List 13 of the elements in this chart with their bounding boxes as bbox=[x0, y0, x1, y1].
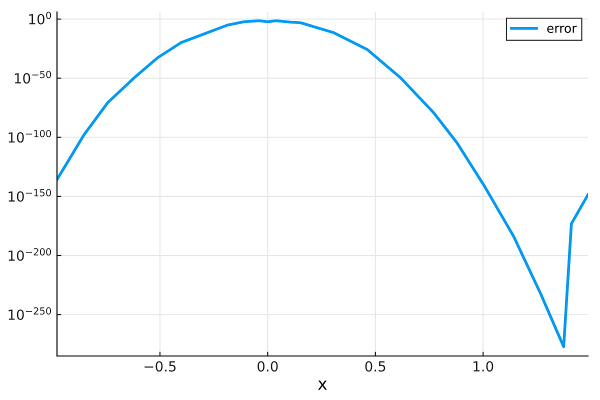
x-tick-label: 0.5 bbox=[365, 361, 386, 372]
y-tick-label: 10$^{−250}$ bbox=[8, 307, 51, 320]
y-tick-label: 10$^{0}$ bbox=[29, 12, 52, 24]
y-tick-label: 10$^{−200}$ bbox=[8, 248, 51, 261]
y-tick-label: 10$^{−50}$ bbox=[14, 70, 52, 84]
x-axis-title: x bbox=[318, 380, 327, 390]
legend-label: error bbox=[547, 26, 577, 33]
x-tick-label: −0.5 bbox=[144, 361, 176, 372]
y-tick-label: 10$^{−100}$ bbox=[8, 130, 51, 143]
line-series bbox=[57, 19, 588, 348]
y-tick-label: 10$^{−150}$ bbox=[8, 189, 51, 202]
x-tick-label: 1.0 bbox=[474, 361, 494, 372]
x-tick-label: 0.0 bbox=[258, 361, 278, 372]
